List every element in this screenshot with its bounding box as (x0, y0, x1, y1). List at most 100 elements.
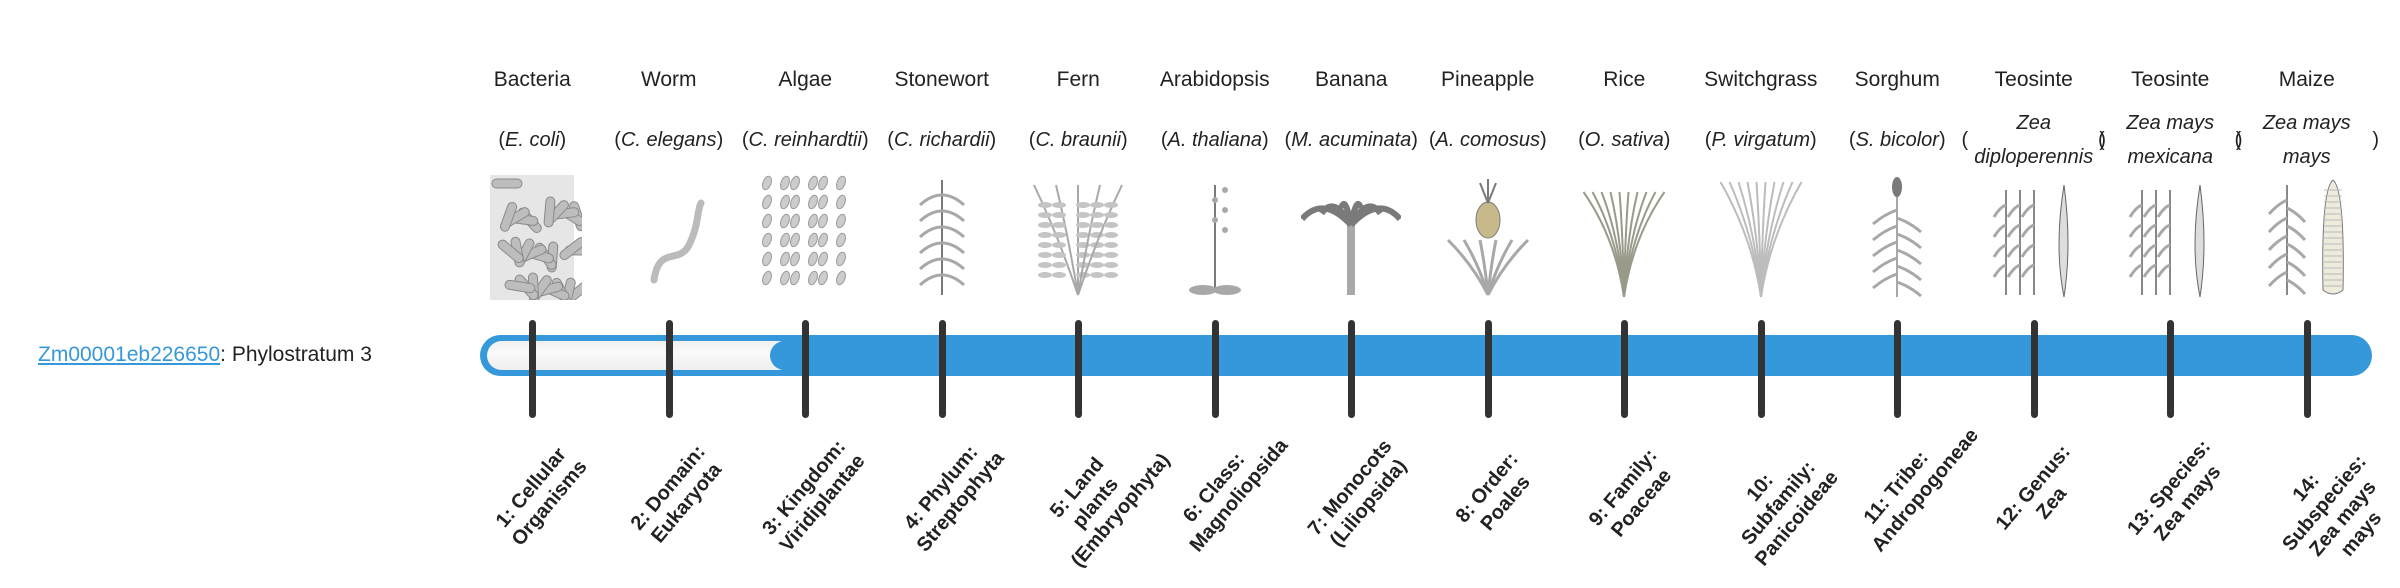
organism-columns: Bacteria E. coli 1: Cellular Organisms Worm… (464, 0, 2386, 580)
teosinte-icon (1984, 175, 2084, 300)
stratum-label: 1: Cellular Organisms (491, 443, 592, 551)
scientific-name-text: Zea diploperennis (1974, 112, 2094, 168)
scientific-name-text: S. bicolor (1855, 129, 1939, 151)
scientific-name-text: A. thaliana (1167, 129, 1262, 151)
scientific-name-text: C. richardii (893, 129, 990, 151)
scientific-name: E. coli (460, 105, 605, 175)
scientific-name: Zea mays mexicana (2098, 105, 2243, 175)
common-name: Banana (1315, 68, 1388, 91)
stratum-label: 14: Subspecies: Zea mays mays (2277, 450, 2386, 561)
stratum-tick (1621, 320, 1628, 418)
common-name: Maize (2278, 68, 2335, 91)
scientific-name: C. richardii (870, 105, 1015, 175)
rice-icon (1574, 175, 1674, 300)
stratum-tick (938, 320, 946, 418)
organism-column: Teosinte Zea diploperennis 12: Genus: Zea (1966, 0, 2103, 580)
scientific-name-text: C. elegans (620, 129, 717, 151)
scientific-name-text: M. acuminata (1291, 129, 1412, 151)
gene-label: Zm00001eb226650: Phylostratum 3 (38, 343, 372, 367)
scientific-name: Zea diploperennis (1962, 105, 2107, 175)
scientific-name: C. elegans (597, 105, 742, 175)
scientific-name-text: E. coli (505, 129, 560, 151)
stratum-tick (802, 320, 809, 418)
scientific-name-text: Zea mays mays (2262, 112, 2351, 168)
stratum-tick (1211, 320, 1219, 418)
scientific-name: A. thaliana (1143, 105, 1288, 175)
arabidopsis-icon (1165, 175, 1265, 300)
common-name: Bacteria (493, 68, 571, 91)
organism-column: Teosinte Zea mays mexicana 13: Species: Ze… (2102, 0, 2239, 580)
scientific-name-text: C. reinhardtii (748, 129, 862, 151)
stratum-tick (2303, 320, 2311, 418)
organism-column: Maize Zea mays mays 14: Subspecies: Zea ma… (2239, 0, 2386, 580)
phylostratum-bar (480, 335, 2372, 376)
common-name: Algae (778, 68, 833, 91)
stratum-label: 12: Genus: Zea (1991, 441, 2075, 535)
common-name: Sorghum (1854, 68, 1940, 91)
stratum-tick (1348, 320, 1355, 418)
stratum-tick (2030, 320, 2038, 418)
scientific-name-text: O. sativa (1584, 129, 1664, 151)
scientific-name: M. acuminata (1279, 105, 1424, 175)
stratum-label: 4: Phylum: Streptophyta (899, 441, 1009, 557)
stratum-tick (1894, 320, 1901, 418)
scientific-name-text: C. braunii (1035, 129, 1122, 151)
organism-column: Sorghum S. bicolor 11: Tribe: Andropogonea… (1829, 0, 1984, 580)
bacteria-rods-icon (482, 175, 596, 309)
scientific-name: C. braunii (1006, 105, 1151, 175)
scientific-name-text: A. comosus (1435, 129, 1540, 151)
scientific-name: S. bicolor (1825, 105, 1970, 175)
scientific-name: O. sativa (1552, 105, 1697, 175)
organism-column: Fern C. braunii 5: Land plants (Embryophyt… (1010, 0, 1175, 580)
scientific-name: C. reinhardtii (733, 105, 878, 175)
stratum-label: 10: Subfamily: Panicoideae (1736, 456, 1843, 571)
sorghum-icon (1847, 175, 1947, 300)
organism-column: Algae C. reinhardtii 3: Kingdom: Viridipla… (737, 0, 874, 580)
stratum-label: 9: Family: Poaceae (1584, 444, 1677, 542)
common-name: Worm (640, 68, 697, 91)
organism-column: Stonewort C. richardii 4: Phylum: Streptop… (874, 0, 1011, 580)
common-name: Teosinte (1994, 68, 2073, 91)
stratum-label: 13: Species: Zea mays (2123, 435, 2226, 546)
stratum-tick (665, 320, 673, 418)
teosinte-icon (2120, 175, 2220, 300)
stratum-tick (1484, 320, 1492, 418)
algae-cells-icon (755, 175, 855, 300)
gene-id-link[interactable]: Zm00001eb226650 (38, 343, 221, 366)
stonewort-icon (892, 175, 992, 300)
maize-icon (2257, 175, 2357, 300)
common-name: Arabidopsis (1159, 68, 1270, 91)
common-name: Rice (1603, 68, 1646, 91)
common-name: Stonewort (894, 68, 990, 91)
organism-column: Banana M. acuminata 7: Monocots (Liliopsid… (1283, 0, 1420, 580)
pineapple-icon (1438, 175, 1538, 300)
stratum-tick (1075, 320, 1082, 418)
switchgrass-icon (1711, 175, 1811, 300)
stratum-label: 11: Tribe: Andropogoneae (1859, 424, 1984, 557)
organism-column: Rice O. sativa 9: Family: Poaceae (1556, 0, 1693, 580)
banana-tree-icon (1299, 175, 1403, 300)
organism-column: Pineapple A. comosus 8: Order: Poales (1420, 0, 1557, 580)
scientific-name: A. comosus (1416, 105, 1561, 175)
common-name: Teosinte (2131, 68, 2210, 91)
bar-fill-start (770, 341, 800, 370)
organism-column: Switchgrass P. virgatum 10: Subfamily: Pan… (1693, 0, 1842, 580)
organism-column: Bacteria E. coli 1: Cellular Organisms (464, 0, 601, 580)
scientific-name-text: Zea mays mexicana (2126, 112, 2215, 168)
phylostratum-label: Phylostratum 3 (231, 343, 372, 366)
common-name: Switchgrass (1704, 68, 1818, 91)
stratum-tick (1757, 320, 1765, 418)
worm-icon (619, 175, 719, 300)
stratum-label: 7: Monocots (Liliopsida) (1303, 435, 1412, 552)
common-name: Pineapple (1441, 68, 1535, 91)
stratum-label: 8: Order: Poales (1451, 448, 1535, 535)
stratum-tick (529, 320, 536, 418)
stratum-tick (2167, 320, 2174, 418)
scientific-name-text: P. virgatum (1711, 129, 1811, 151)
organism-column: Worm C. elegans 2: Domain: Eukaryota (601, 0, 738, 580)
stratum-label: 5: Land plants (Embryophyta) (1045, 449, 1175, 572)
bar-empty-segment (487, 341, 793, 370)
organism-column: Arabidopsis A. thaliana 6: Class: Magnolio… (1147, 0, 1292, 580)
scientific-name: P. virgatum (1689, 105, 1834, 175)
fern-icon (1028, 175, 1128, 300)
